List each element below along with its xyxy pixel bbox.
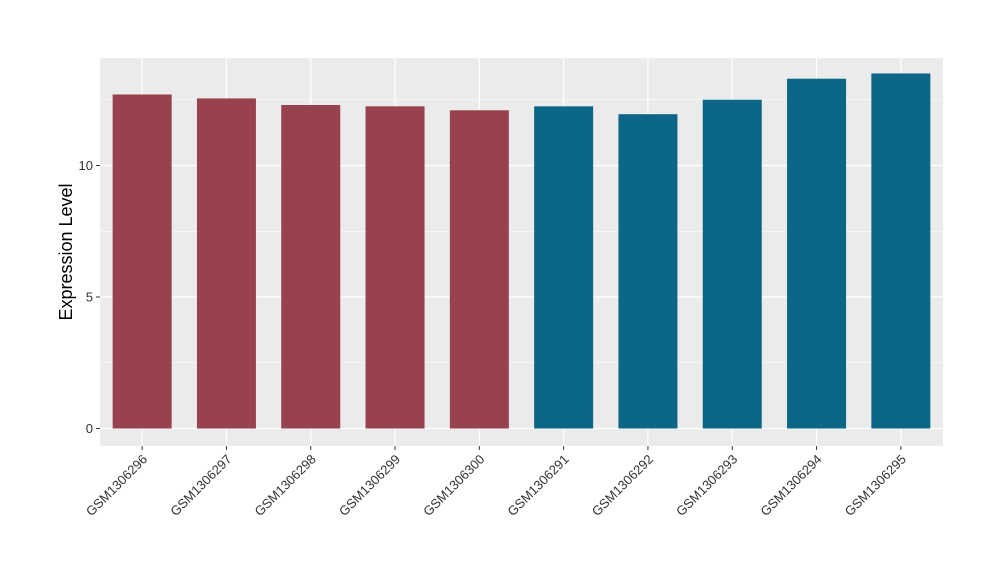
x-tick-label: GSM1306293	[673, 452, 740, 519]
y-tick-label: 5	[86, 290, 93, 305]
bar-GSM1306294	[787, 78, 847, 429]
bar-GSM1306293	[702, 99, 762, 429]
x-tick-label: GSM1306292	[589, 452, 656, 519]
x-tick-label: GSM1306294	[757, 452, 824, 519]
bar-GSM1306291	[534, 106, 594, 429]
bar-GSM1306299	[365, 106, 425, 429]
x-tick-label: GSM1306291	[504, 452, 571, 519]
x-tick-label: GSM1306300	[420, 452, 487, 519]
bar-GSM1306295	[871, 73, 931, 429]
y-axis-title: Expression Level	[56, 183, 76, 320]
bar-GSM1306298	[281, 105, 341, 429]
bar-GSM1306296	[112, 94, 172, 429]
x-tick-label: GSM1306298	[252, 452, 319, 519]
x-tick-label: GSM1306297	[167, 452, 234, 519]
y-tick-label: 10	[79, 158, 93, 173]
y-tick-label: 0	[86, 421, 93, 436]
y-axis: 0 5 10	[79, 158, 100, 436]
x-tick-label: GSM1306295	[842, 452, 909, 519]
x-tick-label: GSM1306296	[83, 452, 150, 519]
bars	[112, 73, 931, 429]
bar-GSM1306292	[618, 114, 678, 429]
bar-GSM1306300	[449, 110, 509, 429]
bar-GSM1306297	[196, 98, 256, 429]
x-tick-label: GSM1306299	[336, 452, 403, 519]
x-axis: GSM1306296 GSM1306297 GSM1306298 GSM1306299…	[83, 446, 909, 519]
